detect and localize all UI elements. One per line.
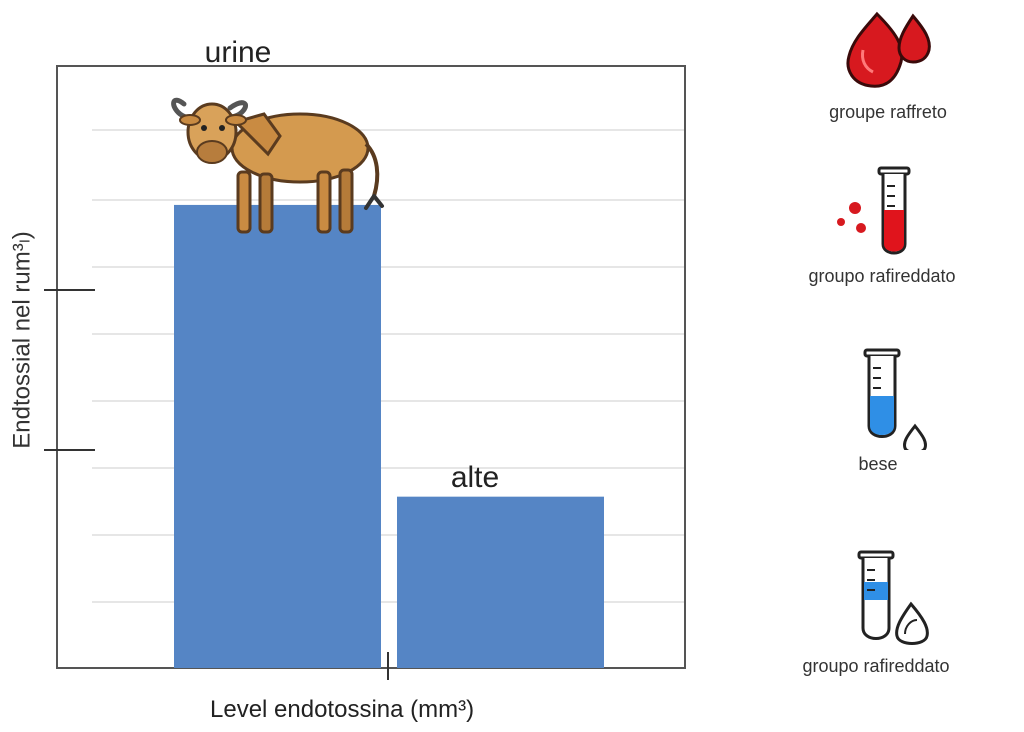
bar-label-alte: alte: [450, 460, 500, 494]
legend-item: groupo rafireddato: [782, 164, 982, 287]
legend-label: bese: [858, 454, 898, 474]
legend-item: bese: [778, 346, 978, 475]
legend-item: groupo rafireddato: [776, 548, 976, 677]
legend-label: groupo rafireddato: [802, 656, 950, 676]
bars: [174, 204, 604, 668]
blue-test-tube-icon: [863, 348, 927, 450]
bar-alte: [397, 496, 604, 668]
legend-label: groupo rafireddato: [808, 266, 956, 286]
y-axis-label: Endtossial nel rum³ₗ): [8, 231, 36, 449]
bull-icon: [171, 97, 384, 234]
y-axis-ticks: [44, 289, 95, 451]
bar-label-urine: urine: [204, 36, 272, 69]
bar-urine: [174, 204, 381, 668]
blood-drops-icon: [846, 11, 931, 88]
x-axis-label: Level endotossina (mm³): [210, 696, 475, 723]
legend-label: groupe raffreto: [829, 102, 947, 122]
low-blue-test-tube-icon: [857, 550, 929, 645]
red-test-tube-icon: [837, 166, 911, 255]
legend-item: groupe raffreto: [788, 10, 988, 123]
